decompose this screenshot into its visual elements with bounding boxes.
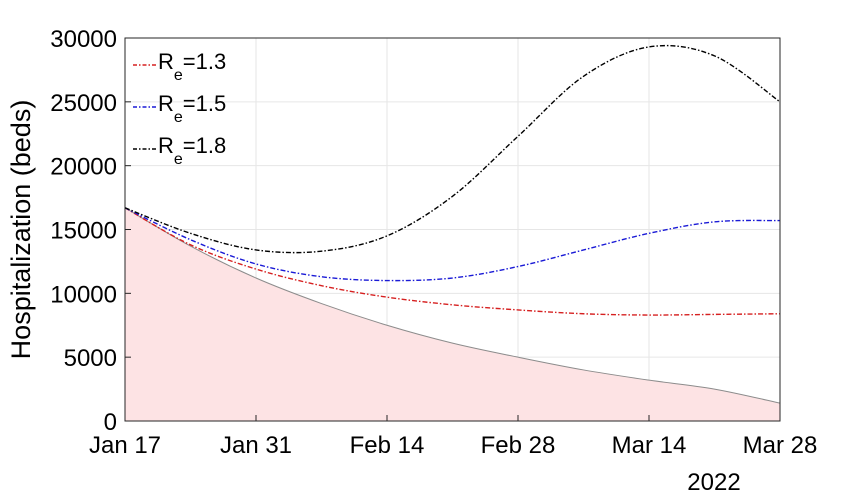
y-tick-label: 25000: [50, 90, 117, 117]
baseline-curve: [124, 207, 781, 404]
x-tick-label: Feb 14: [350, 432, 425, 459]
x-axis-year-label: 2022: [687, 469, 740, 496]
grid: [125, 38, 780, 421]
x-tick-label: Jan 31: [220, 432, 292, 459]
legend: Re=1.3 Re=1.5 Re=1.8: [133, 49, 226, 168]
y-tick-label: 15000: [50, 218, 117, 245]
baseline-area: [125, 207, 780, 421]
x-tick-label: Feb 28: [481, 432, 556, 459]
legend-label-3: Re=1.8: [158, 133, 226, 168]
y-tick-label: 10000: [50, 281, 117, 308]
x-tick-label: Mar 28: [743, 432, 818, 459]
series-line-1: [124, 207, 781, 316]
x-axis-ticks: Jan 17 Jan 31 Feb 14 Feb 28 Mar 14 Mar 28: [89, 415, 817, 459]
y-tick-label: 20000: [50, 154, 117, 181]
series-layer: [124, 44, 781, 316]
y-tick-label: 5000: [64, 345, 117, 372]
y-tick-label: 0: [104, 409, 117, 436]
legend-label-2: Re=1.5: [158, 91, 226, 126]
legend-label-1: Re=1.3: [158, 49, 226, 84]
series-line-2: [124, 207, 781, 282]
y-axis-ticks: 0 5000 10000 15000 20000 25000 30000: [50, 26, 131, 436]
y-tick-label: 30000: [50, 26, 117, 53]
x-tick-label: Jan 17: [89, 432, 161, 459]
x-tick-label: Mar 14: [612, 432, 687, 459]
y-axis-label: Hospitalization (beds): [6, 100, 36, 360]
series-line-3: [124, 44, 781, 254]
